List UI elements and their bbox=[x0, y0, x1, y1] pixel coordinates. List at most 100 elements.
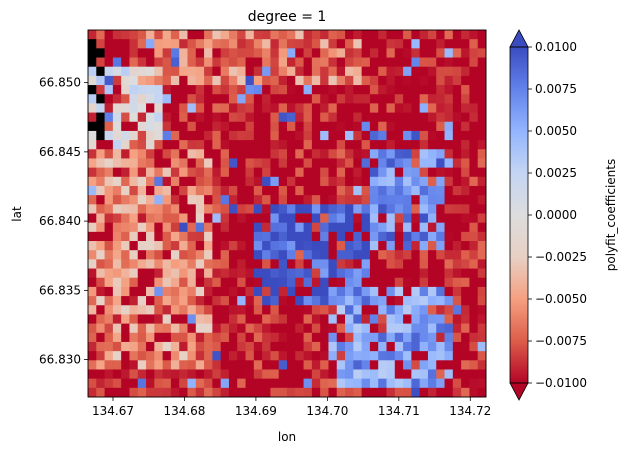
heatmap-cell bbox=[394, 351, 404, 361]
heatmap-cell bbox=[403, 332, 412, 343]
heatmap-cell bbox=[96, 277, 105, 288]
heatmap-cell bbox=[88, 94, 97, 104]
heatmap-cell bbox=[369, 195, 379, 205]
heatmap-cell bbox=[436, 378, 445, 389]
heatmap-cell bbox=[469, 103, 479, 113]
heatmap-cell bbox=[245, 167, 255, 178]
heatmap-cell bbox=[287, 213, 296, 224]
heatmap-cell bbox=[328, 185, 338, 196]
heatmap-cell bbox=[361, 231, 371, 242]
heatmap-cell bbox=[162, 130, 172, 141]
heatmap-cell bbox=[320, 48, 329, 58]
heatmap-cell bbox=[436, 48, 445, 58]
heatmap-cell bbox=[394, 130, 404, 141]
heatmap-cell bbox=[386, 75, 396, 86]
heatmap-cell bbox=[427, 360, 437, 370]
heatmap-cell bbox=[237, 268, 246, 279]
heatmap-cell bbox=[303, 140, 313, 150]
heatmap-cell bbox=[303, 176, 313, 187]
heatmap-cell bbox=[303, 103, 313, 113]
heatmap-cell bbox=[253, 140, 263, 150]
heatmap-cell bbox=[270, 351, 280, 361]
heatmap-cell bbox=[237, 351, 246, 361]
heatmap-cell bbox=[262, 57, 271, 68]
heatmap-cell bbox=[245, 75, 255, 86]
heatmap-cell bbox=[204, 75, 213, 86]
heatmap-cell bbox=[220, 369, 230, 380]
heatmap-cell bbox=[129, 332, 139, 343]
heatmap-cell bbox=[195, 195, 205, 205]
y-tick-label: 66.840 bbox=[39, 214, 81, 228]
heatmap-cell bbox=[154, 213, 164, 224]
heatmap-cell bbox=[386, 259, 396, 269]
heatmap-cell bbox=[345, 341, 354, 352]
heatmap-cell bbox=[212, 75, 222, 86]
heatmap-cell bbox=[386, 185, 396, 196]
heatmap-cell bbox=[295, 369, 304, 380]
heatmap-cell bbox=[386, 204, 396, 214]
heatmap-cell bbox=[228, 387, 238, 398]
heatmap-cell bbox=[311, 57, 321, 68]
heatmap-cell bbox=[146, 378, 155, 389]
heatmap-cell bbox=[403, 39, 412, 49]
heatmap-cell bbox=[170, 94, 180, 104]
heatmap-cell bbox=[212, 268, 222, 279]
heatmap-cell bbox=[170, 314, 180, 325]
heatmap-cell bbox=[403, 130, 412, 141]
heatmap-cell bbox=[154, 268, 164, 279]
heatmap-cell bbox=[461, 314, 470, 325]
heatmap-cell bbox=[303, 112, 313, 123]
heatmap-cell bbox=[270, 213, 280, 224]
heatmap-cell bbox=[394, 277, 404, 288]
heatmap-cell bbox=[112, 167, 122, 178]
heatmap-cell bbox=[345, 360, 354, 370]
heatmap-cell bbox=[353, 277, 363, 288]
heatmap-cell bbox=[369, 268, 379, 279]
heatmap-cell bbox=[469, 332, 479, 343]
heatmap-cell bbox=[220, 341, 230, 352]
heatmap-cell bbox=[436, 75, 445, 86]
heatmap-cell bbox=[469, 296, 479, 306]
heatmap-cell bbox=[245, 176, 255, 187]
heatmap-cell bbox=[287, 314, 296, 325]
heatmap-cell bbox=[129, 94, 139, 104]
heatmap-cell bbox=[112, 259, 122, 269]
heatmap-cell bbox=[121, 112, 130, 123]
heatmap-cell bbox=[345, 66, 354, 77]
heatmap-cell bbox=[170, 305, 180, 315]
heatmap-cell bbox=[369, 140, 379, 150]
heatmap-cell bbox=[96, 57, 105, 68]
heatmap-cell bbox=[369, 360, 379, 370]
heatmap-cell bbox=[469, 39, 479, 49]
colorbar-label: polyfit_coefficients bbox=[604, 159, 618, 271]
heatmap-cell bbox=[303, 241, 313, 251]
heatmap-cell bbox=[353, 378, 363, 389]
heatmap-cell bbox=[394, 231, 404, 242]
heatmap-cell bbox=[212, 314, 222, 325]
heatmap-cell bbox=[361, 286, 371, 297]
heatmap-cell bbox=[469, 241, 479, 251]
heatmap-cell bbox=[195, 268, 205, 279]
heatmap-cell bbox=[204, 314, 213, 325]
heatmap-cell bbox=[88, 167, 97, 178]
heatmap-cell bbox=[187, 140, 197, 150]
heatmap-cell bbox=[212, 296, 222, 306]
heatmap-cell bbox=[386, 296, 396, 306]
heatmap-cell bbox=[361, 94, 371, 104]
heatmap-cell bbox=[212, 66, 222, 77]
heatmap-cell bbox=[394, 149, 404, 159]
heatmap-cell bbox=[270, 360, 280, 370]
heatmap-cell bbox=[129, 140, 139, 150]
heatmap-cell bbox=[146, 231, 155, 242]
heatmap-cell bbox=[419, 39, 429, 49]
heatmap-cell bbox=[129, 268, 139, 279]
heatmap-cell bbox=[253, 387, 263, 398]
heatmap-cell bbox=[378, 130, 387, 141]
heatmap-cell bbox=[369, 30, 379, 40]
heatmap-cell bbox=[262, 66, 271, 77]
heatmap-cell bbox=[253, 130, 263, 141]
heatmap-cell bbox=[419, 30, 429, 40]
heatmap-cell bbox=[262, 323, 271, 334]
heatmap-cell bbox=[386, 360, 396, 370]
heatmap-cell bbox=[121, 323, 130, 334]
